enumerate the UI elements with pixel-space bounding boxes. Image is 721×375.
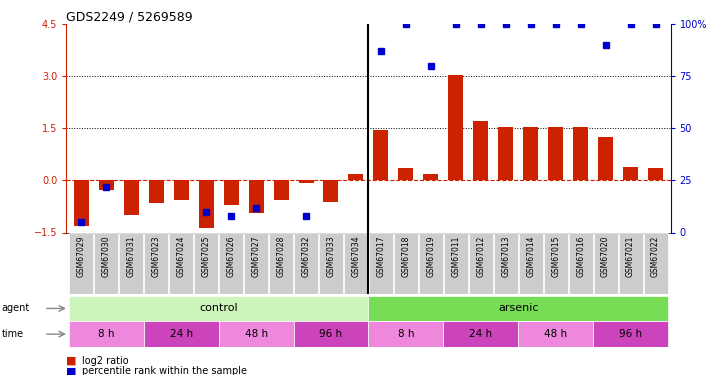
Text: GDS2249 / 5269589: GDS2249 / 5269589 xyxy=(66,10,193,23)
Bar xyxy=(68,296,368,321)
Bar xyxy=(319,232,343,294)
Text: GSM67020: GSM67020 xyxy=(601,236,610,277)
Bar xyxy=(368,296,668,321)
Text: GSM67028: GSM67028 xyxy=(277,236,286,277)
Bar xyxy=(598,137,613,180)
Bar xyxy=(569,232,593,294)
Bar xyxy=(199,180,213,228)
Bar xyxy=(544,232,567,294)
Bar xyxy=(324,180,338,202)
Text: GSM67015: GSM67015 xyxy=(551,236,560,277)
Text: 24 h: 24 h xyxy=(169,329,193,339)
Bar xyxy=(273,180,288,200)
Bar xyxy=(369,232,393,294)
Text: ■: ■ xyxy=(66,366,77,375)
Text: GSM67029: GSM67029 xyxy=(77,236,86,277)
Bar xyxy=(68,321,143,347)
Text: GSM67019: GSM67019 xyxy=(426,236,435,277)
Bar xyxy=(399,168,413,180)
Bar xyxy=(473,121,488,180)
Bar xyxy=(269,232,293,294)
Text: GSM67016: GSM67016 xyxy=(576,236,585,277)
Bar xyxy=(348,174,363,180)
Bar xyxy=(444,232,468,294)
Bar xyxy=(593,321,668,347)
Text: agent: agent xyxy=(1,303,30,313)
Text: time: time xyxy=(1,329,24,339)
Text: 8 h: 8 h xyxy=(397,329,414,339)
Text: GSM67033: GSM67033 xyxy=(327,236,335,277)
Bar xyxy=(174,180,189,200)
Text: GSM67026: GSM67026 xyxy=(226,236,236,277)
Bar xyxy=(623,167,638,180)
Bar xyxy=(648,168,663,180)
Bar xyxy=(593,232,618,294)
Bar xyxy=(394,232,418,294)
Bar xyxy=(244,232,268,294)
Text: GSM67032: GSM67032 xyxy=(301,236,311,277)
Text: GSM67022: GSM67022 xyxy=(651,236,660,277)
Text: GSM67030: GSM67030 xyxy=(102,236,111,277)
Bar xyxy=(293,321,368,347)
Text: GSM67034: GSM67034 xyxy=(351,236,360,277)
Text: percentile rank within the sample: percentile rank within the sample xyxy=(82,366,247,375)
Bar xyxy=(443,321,518,347)
Text: GSM67025: GSM67025 xyxy=(202,236,211,277)
Text: log2 ratio: log2 ratio xyxy=(82,356,129,366)
Text: GSM67012: GSM67012 xyxy=(477,236,485,277)
Bar xyxy=(74,180,89,226)
Bar xyxy=(518,232,543,294)
Text: 24 h: 24 h xyxy=(469,329,492,339)
Text: GSM67031: GSM67031 xyxy=(127,236,136,277)
Bar xyxy=(224,180,239,205)
Text: GSM67021: GSM67021 xyxy=(626,236,635,277)
Text: 96 h: 96 h xyxy=(319,329,342,339)
Text: arsenic: arsenic xyxy=(498,303,539,313)
Bar xyxy=(99,180,114,190)
Bar xyxy=(344,232,368,294)
Text: GSM67024: GSM67024 xyxy=(177,236,186,277)
Text: control: control xyxy=(199,303,238,313)
Bar xyxy=(143,321,218,347)
Text: GSM67017: GSM67017 xyxy=(376,236,386,277)
Text: GSM67023: GSM67023 xyxy=(151,236,161,277)
Bar xyxy=(149,180,164,203)
Bar xyxy=(469,232,492,294)
Bar xyxy=(573,127,588,180)
Bar xyxy=(619,232,642,294)
Bar xyxy=(498,127,513,180)
Bar xyxy=(298,180,314,183)
Bar xyxy=(249,180,264,213)
Bar xyxy=(124,180,138,215)
Text: GSM67014: GSM67014 xyxy=(526,236,535,277)
Bar xyxy=(523,127,538,180)
Text: GSM67013: GSM67013 xyxy=(501,236,510,277)
Bar xyxy=(69,232,93,294)
Bar xyxy=(494,232,518,294)
Bar xyxy=(423,174,438,180)
Text: GSM67018: GSM67018 xyxy=(402,236,410,277)
Bar xyxy=(448,75,464,180)
Bar xyxy=(368,321,443,347)
Bar xyxy=(94,232,118,294)
Bar xyxy=(169,232,193,294)
Text: 96 h: 96 h xyxy=(619,329,642,339)
Bar xyxy=(548,127,563,180)
Bar xyxy=(194,232,218,294)
Text: 48 h: 48 h xyxy=(544,329,567,339)
Bar xyxy=(294,232,318,294)
Bar xyxy=(144,232,168,294)
Bar xyxy=(219,232,243,294)
Text: ■: ■ xyxy=(66,356,77,366)
Bar xyxy=(518,321,593,347)
Text: 48 h: 48 h xyxy=(244,329,267,339)
Bar xyxy=(419,232,443,294)
Text: GSM67011: GSM67011 xyxy=(451,236,460,277)
Text: 8 h: 8 h xyxy=(98,329,115,339)
Bar xyxy=(218,321,293,347)
Text: GSM67027: GSM67027 xyxy=(252,236,260,277)
Bar xyxy=(644,232,668,294)
Bar xyxy=(373,130,389,180)
Bar xyxy=(119,232,143,294)
